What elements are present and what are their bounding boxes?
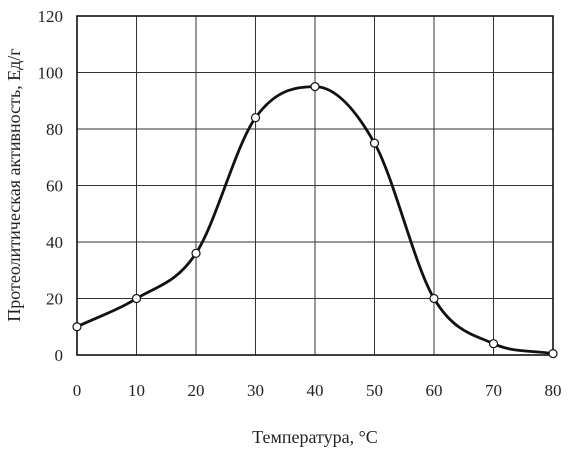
plot-frame: [76, 15, 554, 356]
y-axis-label: Протеолитическая активность, Ед/г: [4, 48, 24, 321]
y-tick-label: 40: [46, 233, 63, 252]
tick-labels: 0 10 20 30 40 50 60 70 80 0 20 40 60 80 100 120: [38, 7, 562, 400]
y-tick-label: 60: [46, 177, 63, 196]
data-point: [131, 293, 142, 304]
grid: [76, 15, 554, 356]
x-axis-label: Температура, °С: [252, 427, 378, 447]
x-tick-label: 10: [128, 381, 145, 400]
data-point: [72, 322, 82, 332]
y-tick-label: 120: [38, 7, 64, 26]
data-point: [250, 113, 261, 123]
y-tick-label: 0: [55, 346, 64, 365]
x-tick-label: 50: [366, 381, 383, 400]
data-points: [72, 82, 558, 359]
x-tick-label: 70: [485, 381, 502, 400]
data-point: [369, 138, 380, 148]
data-point: [191, 248, 201, 258]
x-tick-label: 60: [426, 381, 443, 400]
y-tick-label: 80: [46, 120, 63, 139]
data-point: [310, 82, 320, 92]
x-tick-label: 0: [73, 381, 82, 400]
data-point: [429, 293, 439, 304]
y-tick-label: 100: [38, 64, 64, 83]
x-tick-label: 80: [545, 381, 562, 400]
x-tick-label: 20: [188, 381, 205, 400]
y-tick-label: 20: [46, 290, 63, 309]
data-point: [548, 348, 558, 359]
x-tick-label: 40: [307, 381, 324, 400]
data-point: [488, 339, 499, 349]
x-tick-label: 30: [247, 381, 264, 400]
